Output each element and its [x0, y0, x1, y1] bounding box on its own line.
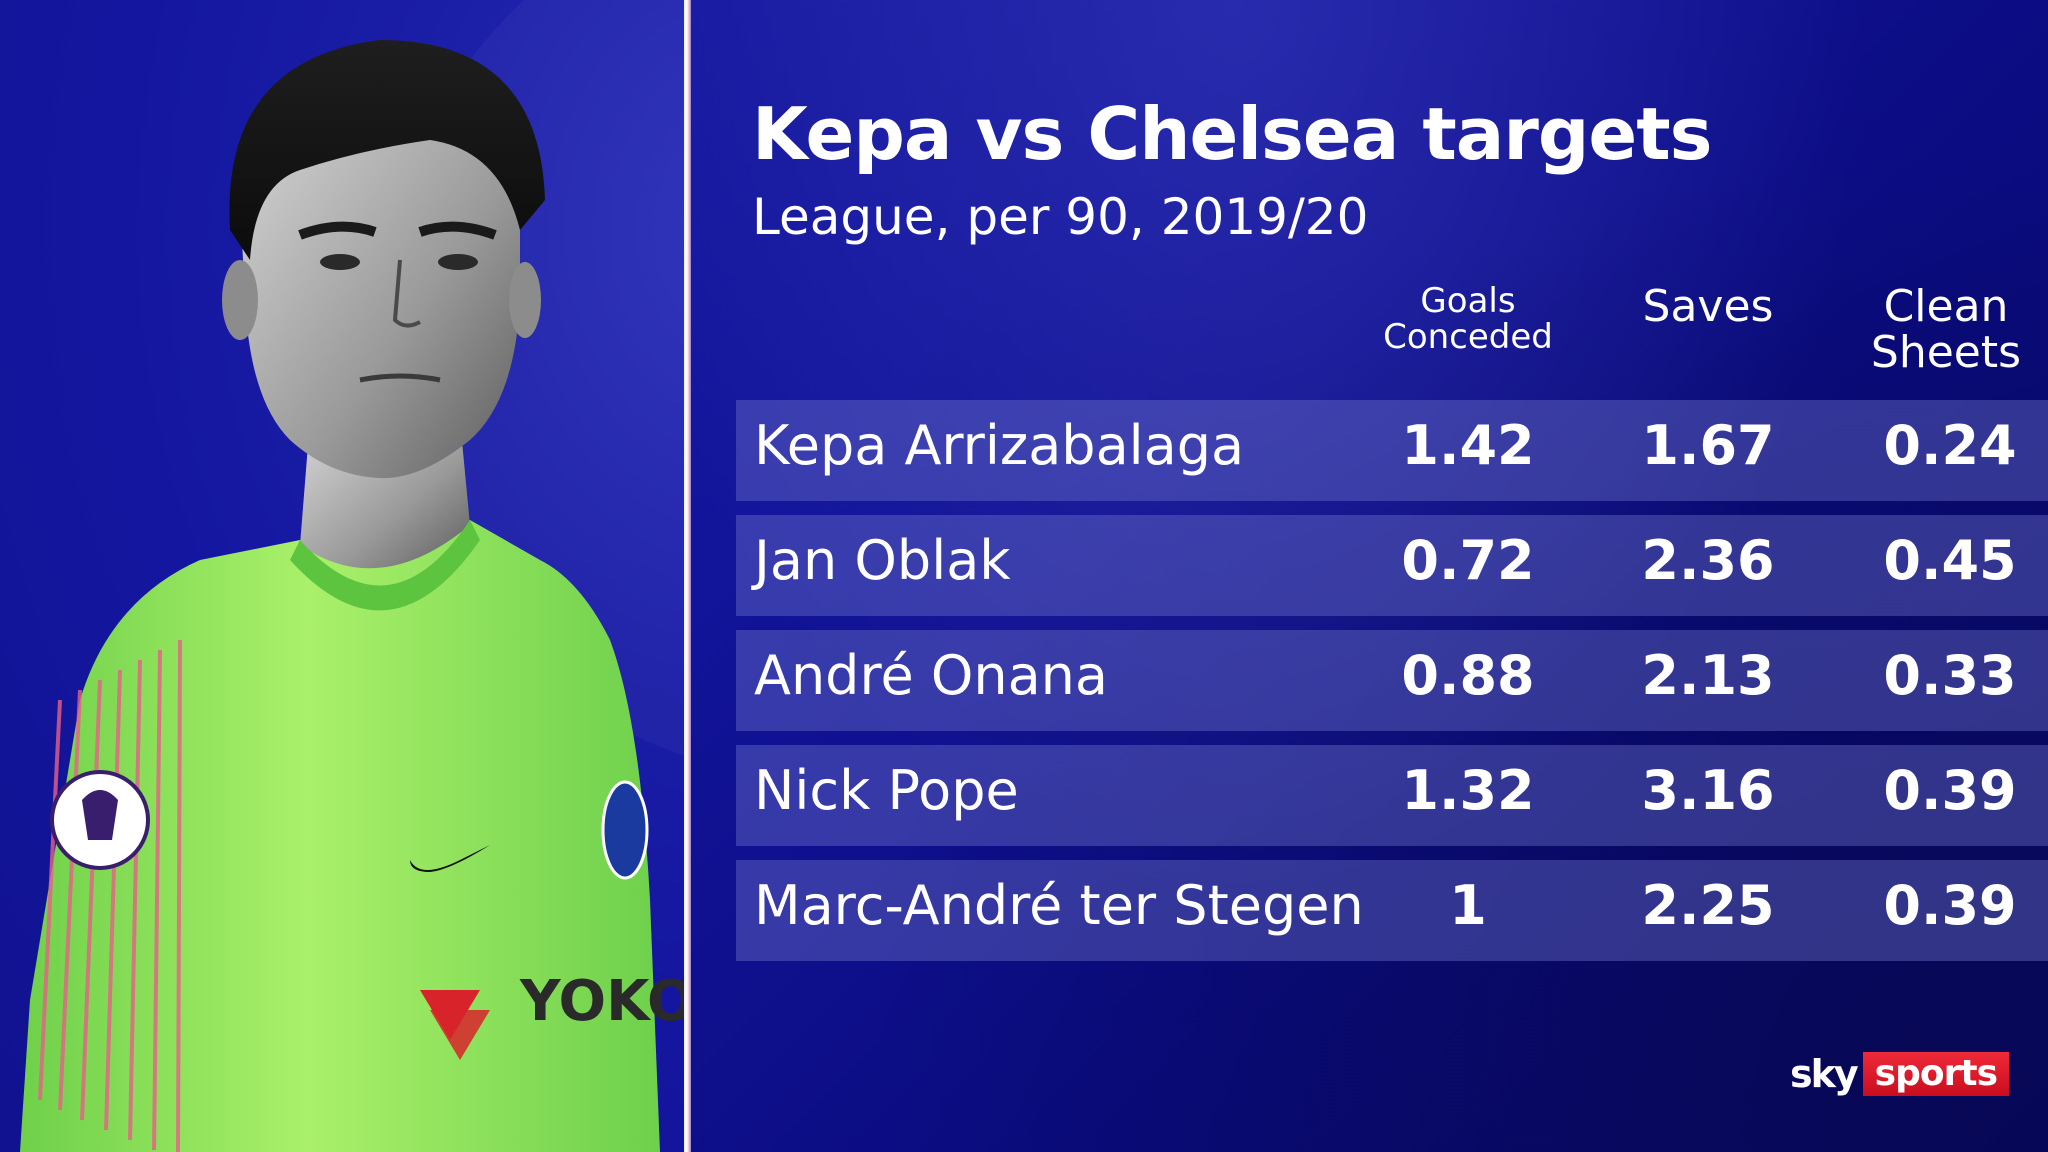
- sports-wordmark: sports: [1862, 1052, 2009, 1096]
- goals-conceded-value: 0.88: [1401, 644, 1535, 707]
- goals-conceded-value: 1.32: [1401, 759, 1535, 822]
- goals-conceded-value: 1.42: [1401, 414, 1535, 477]
- table-row: André Onana 0.88 2.13 0.33: [736, 630, 2048, 731]
- goals-conceded-value: 0.72: [1401, 529, 1535, 592]
- saves-value: 3.16: [1641, 759, 1775, 822]
- player-hair: [229, 40, 546, 260]
- clean-sheets-value: 0.45: [1883, 529, 2017, 592]
- sponsor-text: YOKOHAMA TYRES: [519, 969, 686, 1034]
- table-row: Jan Oblak 0.72 2.36 0.45: [736, 515, 2048, 616]
- graphic-subtitle: League, per 90, 2019/20: [752, 188, 1369, 246]
- column-header-clean-sheets: Clean Sheets: [1846, 281, 2046, 379]
- saves-value: 2.36: [1641, 529, 1775, 592]
- player-name: Marc-André ter Stegen: [754, 874, 1364, 937]
- table-row: Marc-André ter Stegen 1 2.25 0.39: [736, 860, 2048, 961]
- sky-wordmark: sky: [1790, 1052, 1859, 1096]
- graphic-title: Kepa vs Chelsea targets: [752, 92, 1713, 176]
- player-panel: YOKOHAMA TYRES: [0, 0, 686, 1152]
- sponsor-logo: [420, 990, 490, 1060]
- panel-divider: [684, 0, 691, 1152]
- player-face: [240, 80, 520, 479]
- goals-conceded-value: 1: [1449, 874, 1487, 937]
- club-crest-icon: [601, 780, 649, 880]
- column-header-clean-sheets-label: Clean Sheets: [1870, 281, 2022, 379]
- column-header-saves-label: Saves: [1642, 281, 1774, 332]
- clean-sheets-value: 0.39: [1883, 874, 2017, 937]
- clean-sheets-value: 0.33: [1883, 644, 2017, 707]
- player-name: Nick Pope: [754, 759, 1019, 822]
- table-row: Nick Pope 1.32 3.16 0.39: [736, 745, 2048, 846]
- clean-sheets-value: 0.39: [1883, 759, 2017, 822]
- saves-value: 2.25: [1641, 874, 1775, 937]
- sleeve-stripes: [38, 639, 182, 1152]
- background-glow: [691, 0, 2048, 1152]
- sky-sports-logo: sky sports: [1786, 1052, 2009, 1096]
- table-row: Kepa Arrizabalaga 1.42 1.67 0.24: [736, 400, 2048, 501]
- nike-swoosh-icon: [410, 845, 490, 872]
- player-photo: YOKOHAMA TYRES: [20, 40, 686, 1152]
- column-header-goals-conceded: Goals Conceded: [1368, 281, 1568, 357]
- saves-value: 2.13: [1641, 644, 1775, 707]
- saves-value: 1.67: [1641, 414, 1775, 477]
- player-name: Jan Oblak: [754, 529, 1011, 592]
- player-name: André Onana: [754, 644, 1108, 707]
- column-header-saves: Saves: [1608, 281, 1808, 332]
- player-name: Kepa Arrizabalaga: [754, 414, 1245, 477]
- clean-sheets-value: 0.24: [1883, 414, 2017, 477]
- column-header-goals-conceded-label: Goals Conceded: [1383, 281, 1553, 357]
